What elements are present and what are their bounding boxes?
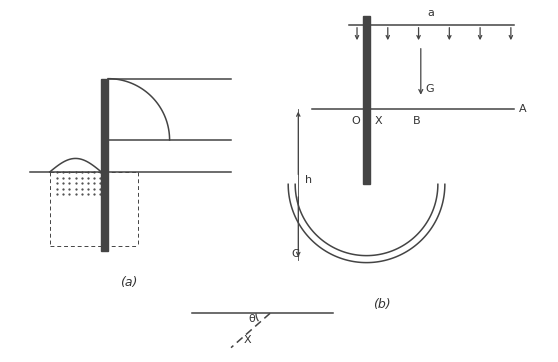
Text: C: C	[292, 249, 299, 258]
Bar	[102, 79, 108, 251]
Text: A: A	[519, 104, 527, 114]
Text: θ: θ	[248, 314, 254, 324]
Text: (a): (a)	[119, 276, 137, 289]
Bar	[363, 16, 371, 184]
Text: X: X	[374, 116, 382, 126]
Text: O: O	[351, 116, 360, 126]
Text: G: G	[425, 84, 434, 94]
Text: a: a	[428, 8, 435, 18]
Text: B: B	[412, 116, 420, 126]
Text: (b): (b)	[373, 298, 391, 311]
Text: X: X	[244, 336, 251, 345]
Text: h: h	[305, 175, 312, 185]
